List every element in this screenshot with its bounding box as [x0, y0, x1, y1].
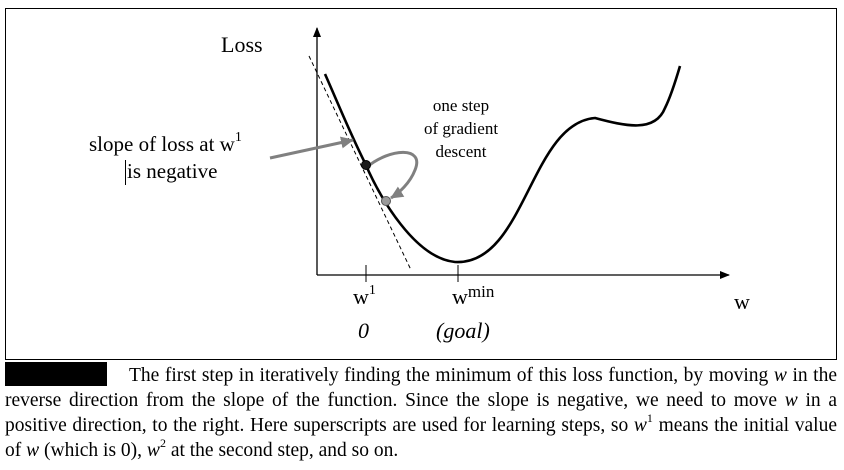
tick-wmin-label: wmin [452, 282, 495, 309]
tangent-line [308, 55, 412, 271]
caption-w-5: w [146, 440, 160, 461]
caption-w-1: w [773, 365, 787, 386]
redacted-figure-label [5, 362, 107, 386]
figure-svg: Loss w w1 wmin 0 (goal) slope of loss at… [5, 8, 837, 360]
gradient-descent-figure: Loss w w1 wmin 0 (goal) slope of loss at… [5, 8, 837, 360]
figure-caption: The first step in iteratively finding th… [5, 362, 837, 463]
caption-w-4: w [26, 440, 40, 461]
step-arrow [366, 150, 419, 200]
step-annotation-line2: of gradient [424, 119, 498, 138]
figure-frame [5, 8, 837, 360]
point-w2 [381, 196, 391, 206]
slope-annotation-line1: slope of loss at w1 [89, 130, 242, 156]
slope-arrow [269, 136, 354, 160]
caption-part-6: at the second step, and so on. [165, 440, 399, 461]
step-annotation-line3: descent [436, 142, 487, 161]
caption-sup-1: 1 [646, 411, 653, 425]
y-axis-label: Loss [221, 32, 263, 57]
caption-w-3: w [633, 415, 647, 436]
caption-part-2: in the reverse direction from the slope … [5, 365, 837, 411]
point-w1 [361, 160, 371, 170]
step-annotation-line1: one step [433, 96, 489, 115]
caption-part-1: The first step in iteratively finding th… [129, 365, 769, 386]
x-axis-label: w [734, 289, 750, 314]
caption-part-4: means the initial value of [5, 415, 837, 461]
tick-w1-value: 0 [358, 318, 369, 343]
caption-part-5: (which is 0), [39, 440, 147, 461]
caption-sup-2: 2 [159, 436, 166, 450]
tick-wmin-value: (goal) [436, 318, 490, 343]
caption-part-3: in a positive direction, to the right. H… [5, 390, 837, 436]
caption-w-2: w [784, 390, 798, 411]
tick-w1-label: w1 [353, 283, 376, 309]
loss-curve [323, 65, 682, 264]
slope-annotation-line2: is negative [127, 159, 217, 183]
